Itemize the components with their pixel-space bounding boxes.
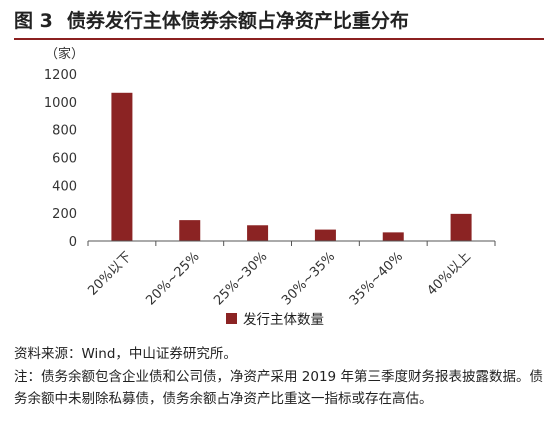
bar — [179, 220, 201, 241]
title-divider — [14, 38, 544, 40]
y-tick-label: 0 — [69, 235, 77, 250]
legend: 发行主体数量 — [226, 312, 324, 328]
x-tick-label: 30%~35% — [279, 249, 338, 308]
x-tick-label: 25%~30% — [211, 249, 270, 308]
bar — [247, 225, 269, 241]
figure-title: 图 3 债券发行主体债券余额占净资产比重分布 — [14, 6, 554, 33]
x-axis-ticks: 20%以下 20%~25% 25%~30% 30%~35% 35%~40% 40%以上 — [85, 241, 496, 308]
bar-chart: （家） 0 200 400 600 800 1000 1200 20%以下 20%~25% 25… — [44, 46, 496, 328]
y-tick-label: 1200 — [44, 68, 77, 83]
source-text: 资料来源：Wind，中山证券研究所。 — [14, 346, 237, 362]
y-tick-label: 400 — [52, 179, 77, 194]
x-tick-label: 20%以下 — [85, 249, 134, 298]
x-tick-label: 35%~40% — [347, 249, 406, 308]
bar — [450, 213, 472, 241]
bar — [314, 229, 336, 241]
bar — [111, 92, 133, 241]
x-tick-label: 20%~25% — [143, 249, 202, 308]
y-tick-label: 200 — [52, 207, 77, 222]
y-axis-unit-label: （家） — [45, 46, 84, 62]
figure-number: 图 3 — [14, 10, 53, 32]
legend-swatch — [226, 313, 237, 324]
figure-title-text: 债券发行主体债券余额占净资产比重分布 — [66, 10, 409, 32]
legend-label: 发行主体数量 — [243, 312, 324, 328]
x-tick-label: 40%以上 — [424, 249, 473, 298]
bar — [382, 232, 404, 241]
bar-series — [111, 92, 472, 241]
y-axis-ticks: 0 200 400 600 800 1000 1200 — [44, 68, 77, 250]
note-text: 注：债务余额包含企业债和公司债，净资产采用 2019 年第三季度财务报表披露数据… — [14, 369, 543, 407]
y-tick-label: 600 — [52, 152, 77, 167]
y-tick-label: 1000 — [44, 96, 77, 111]
y-tick-label: 800 — [52, 124, 77, 139]
